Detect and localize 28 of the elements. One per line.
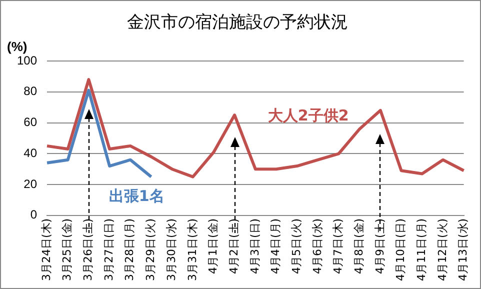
x-tick-label: 4月6日(水)	[310, 218, 324, 274]
x-tick-label: 4月5日(火)	[290, 218, 303, 274]
x-tick-label: 4月11日(月)	[414, 218, 428, 282]
x-tick-label: 4月7日(木)	[332, 218, 345, 274]
x-tick-label: 3月31日(木)	[186, 218, 199, 282]
y-tick-label: 0	[30, 208, 38, 222]
x-tick-label: 4月13日(水)	[456, 218, 470, 282]
series-label: 大人2子供2	[268, 106, 349, 124]
x-tick-label: 4月10日(日)	[394, 218, 408, 282]
y-tick-label: 80	[24, 84, 38, 98]
x-tick-label: 3月25日(金)	[60, 218, 74, 282]
x-tick-label: 4月12日(火)	[436, 218, 449, 282]
x-tick-label: 4月8日(金)	[352, 218, 366, 274]
x-tick-label: 3月29日(火)	[144, 218, 158, 282]
x-tick-label: 3月30日(水)	[164, 218, 178, 282]
x-tick-label: 3月27日(日)	[102, 218, 116, 282]
y-tick-label: 40	[24, 146, 38, 160]
x-tick-label: 4月3日(日)	[248, 218, 262, 274]
x-tick-label: 3月28日(月)	[123, 218, 136, 282]
y-axis-title: (%)	[7, 38, 28, 54]
y-tick-label: 60	[24, 115, 38, 130]
x-tick-label: 3月24日(木)	[40, 218, 53, 282]
series-label: 出張1名	[108, 186, 164, 205]
x-tick-label: 4月1日(金)	[206, 218, 220, 274]
y-tick-label: 100	[16, 53, 38, 68]
y-tick-label: 20	[24, 176, 38, 191]
x-tick-label: 4月4日(月)	[269, 218, 282, 274]
chart-title: 金沢市の宿泊施設の予約状況	[127, 12, 348, 33]
